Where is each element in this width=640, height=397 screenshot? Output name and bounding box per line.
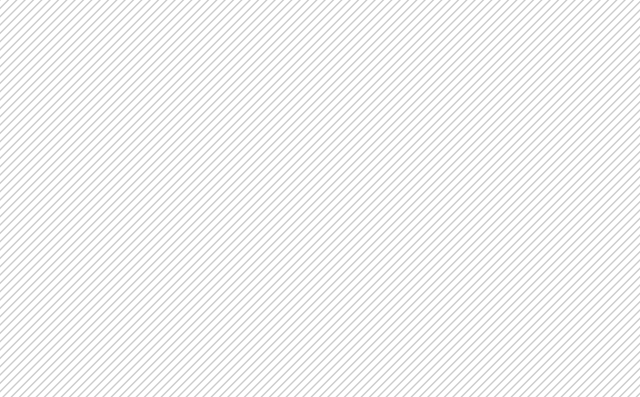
Wedge shape — [205, 185, 366, 323]
Text: 3%: 3% — [278, 117, 300, 131]
Text: 8%: 8% — [237, 162, 259, 176]
Wedge shape — [207, 129, 328, 200]
Text: 3%: 3% — [293, 111, 315, 125]
Text: 45%: 45% — [397, 180, 428, 194]
Wedge shape — [262, 87, 328, 200]
Wedge shape — [305, 78, 328, 200]
Wedge shape — [229, 97, 328, 200]
Wedge shape — [328, 78, 451, 317]
Text: 3%: 3% — [309, 108, 331, 122]
Legend: put plate, wash plate, insert plate, turn-on tap, turn-off tap, put sponge, othe: put plate, wash plate, insert plate, tur… — [457, 120, 563, 281]
Title: probability of next action: probability of next action — [136, 8, 520, 37]
Wedge shape — [283, 80, 328, 200]
Text: 6%: 6% — [259, 131, 280, 145]
Text: 32%: 32% — [258, 259, 289, 274]
